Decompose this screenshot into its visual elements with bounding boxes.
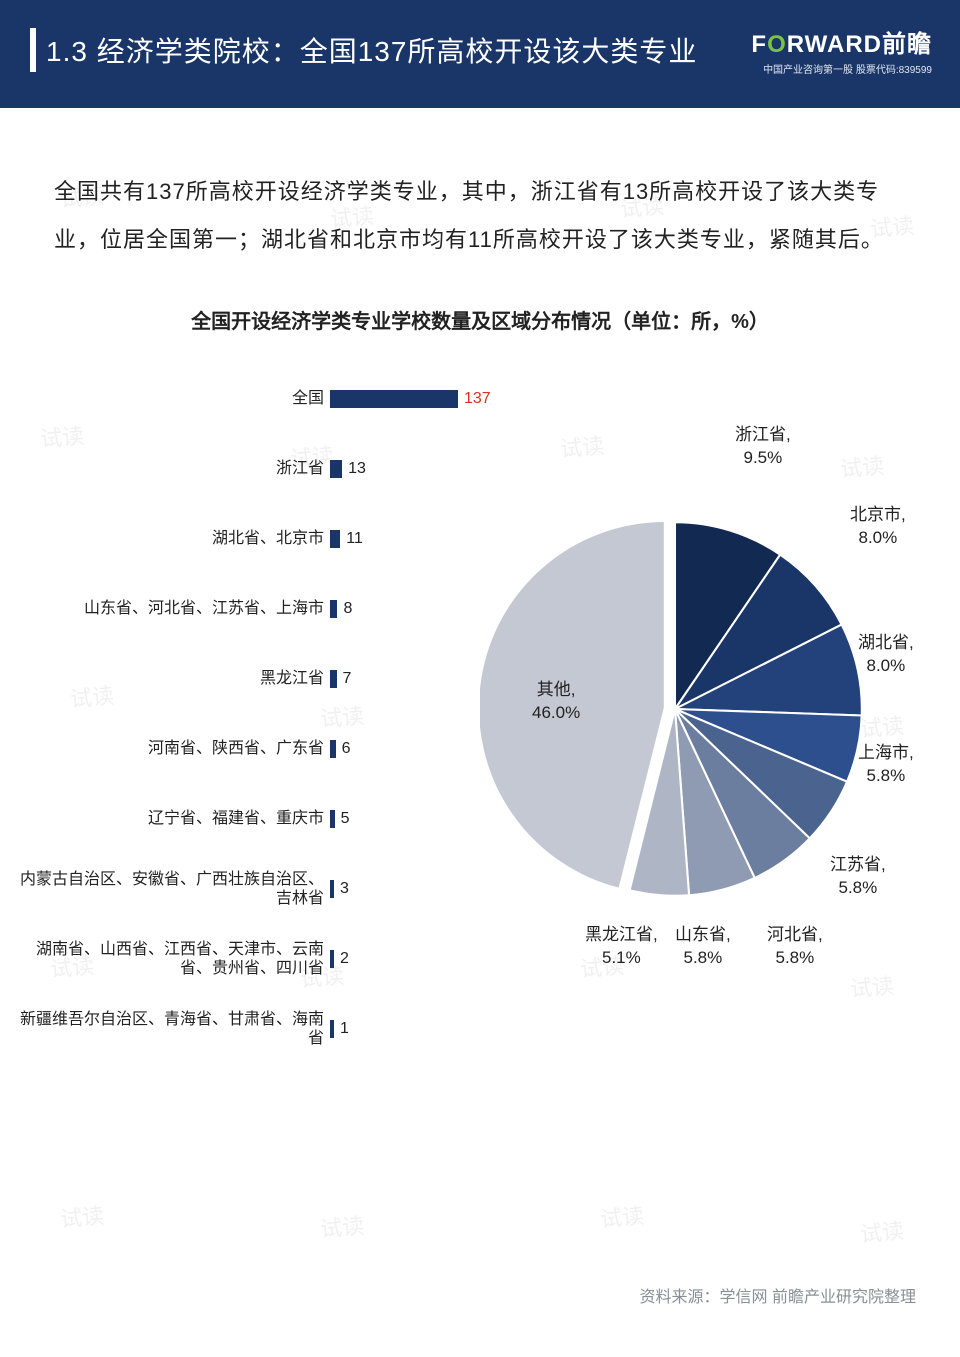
bar-label: 黑龙江省	[12, 669, 330, 688]
logo-main: FORWARD前瞻	[751, 24, 932, 59]
bar-row: 辽宁省、福建省、重庆市 5	[12, 784, 492, 854]
bar-row: 全国 137	[12, 364, 492, 434]
bar-rect	[330, 670, 337, 688]
charts-area: 全国137浙江省13湖北省、北京市11山东省、河北省、江苏省、上海市8黑龙江省7…	[0, 364, 960, 1124]
pie-label: 河北省,5.8%	[767, 924, 823, 970]
pie-label: 山东省,5.8%	[675, 924, 731, 970]
bar-rect	[330, 1020, 334, 1038]
bar-track: 13	[330, 460, 480, 478]
logo-o: O	[767, 31, 787, 58]
bar-label: 湖南省、山西省、江西省、天津市、云南省、贵州省、四川省	[12, 940, 330, 978]
bar-row: 山东省、河北省、江苏省、上海市 8	[12, 574, 492, 644]
bar-value: 6	[342, 740, 351, 758]
bar-track: 5	[330, 810, 480, 828]
bar-row: 新疆维吾尔自治区、青海省、甘肃省、海南省 1	[12, 994, 492, 1064]
bar-value: 13	[348, 460, 366, 478]
bar-track: 7	[330, 670, 480, 688]
watermark: 试读	[319, 1208, 366, 1244]
bar-rect	[330, 810, 335, 828]
chart-title: 全国开设经济学类专业学校数量及区域分布情况（单位：所，%）	[0, 305, 960, 334]
bar-value: 11	[346, 530, 363, 548]
pie-label: 江苏省,5.8%	[830, 854, 886, 900]
bar-label: 浙江省	[12, 459, 330, 478]
bar-label: 内蒙古自治区、安徽省、广西壮族自治区、吉林省	[12, 870, 330, 908]
bar-track: 8	[330, 600, 480, 618]
bar-track: 6	[330, 740, 480, 758]
bar-label: 山东省、河北省、江苏省、上海市	[12, 599, 330, 618]
bar-track: 1	[330, 1020, 480, 1038]
bar-value: 2	[340, 950, 349, 968]
watermark: 试读	[59, 1198, 106, 1234]
pie-label: 上海市,5.8%	[858, 742, 914, 788]
bar-rect	[330, 390, 458, 408]
bar-row: 黑龙江省 7	[12, 644, 492, 714]
pie-label: 黑龙江省,5.1%	[585, 924, 658, 970]
bar-row: 湖北省、北京市 11	[12, 504, 492, 574]
bar-row: 内蒙古自治区、安徽省、广西壮族自治区、吉林省 3	[12, 854, 492, 924]
bar-value: 3	[340, 880, 349, 898]
logo-pre: F	[751, 31, 767, 58]
bar-chart: 全国137浙江省13湖北省、北京市11山东省、河北省、江苏省、上海市8黑龙江省7…	[12, 364, 492, 1064]
pie-chart: 浙江省,9.5% 北京市,8.0% 湖北省,8.0% 上海市,5.8% 江苏省,5.8%…	[480, 424, 920, 1064]
intro-paragraph: 全国共有137所高校开设经济学类专业，其中，浙江省有13所高校开设了该大类专业，…	[0, 108, 960, 265]
bar-row: 湖南省、山西省、江西省、天津市、云南省、贵州省、四川省 2	[12, 924, 492, 994]
source-text: 资料来源：学信网 前瞻产业研究院整理	[640, 1283, 916, 1307]
bar-value: 7	[343, 670, 352, 688]
page-title: 1.3 经济学类院校：全国137所高校开设该大类专业	[46, 30, 697, 70]
bar-value: 5	[341, 810, 350, 828]
pie-label: 浙江省,9.5%	[735, 424, 791, 470]
bar-row: 河南省、陕西省、广东省 6	[12, 714, 492, 784]
watermark: 试读	[859, 1213, 906, 1249]
bar-track: 3	[330, 880, 480, 898]
bar-rect	[330, 460, 342, 478]
bar-rect	[330, 530, 340, 548]
bar-rect	[330, 950, 334, 968]
bar-track: 11	[330, 530, 480, 548]
bar-rect	[330, 600, 337, 618]
pie-label: 其他,46.0%	[532, 679, 580, 725]
header-bar: 1.3 经济学类院校：全国137所高校开设该大类专业 FORWARD前瞻 中国产…	[0, 0, 960, 108]
watermark: 试读	[599, 1198, 646, 1234]
bar-label: 河南省、陕西省、广东省	[12, 739, 330, 758]
bar-value: 8	[343, 600, 352, 618]
bar-rect	[330, 740, 336, 758]
bar-value: 1	[340, 1020, 349, 1038]
logo-post: RWARD前瞻	[787, 31, 932, 58]
bar-label: 辽宁省、福建省、重庆市	[12, 809, 330, 828]
bar-track: 137	[330, 390, 491, 408]
bar-rect	[330, 880, 334, 898]
bar-label: 全国	[12, 389, 330, 408]
pie-label: 湖北省,8.0%	[858, 632, 914, 678]
bar-label: 湖北省、北京市	[12, 529, 330, 548]
bar-value: 137	[464, 390, 491, 408]
logo-sub: 中国产业咨询第一股 股票代码:839599	[751, 61, 932, 76]
logo-block: FORWARD前瞻 中国产业咨询第一股 股票代码:839599	[751, 24, 932, 76]
bar-track: 2	[330, 950, 480, 968]
bar-label: 新疆维吾尔自治区、青海省、甘肃省、海南省	[12, 1010, 330, 1048]
bar-row: 浙江省 13	[12, 434, 492, 504]
pie-label: 北京市,8.0%	[850, 504, 906, 550]
